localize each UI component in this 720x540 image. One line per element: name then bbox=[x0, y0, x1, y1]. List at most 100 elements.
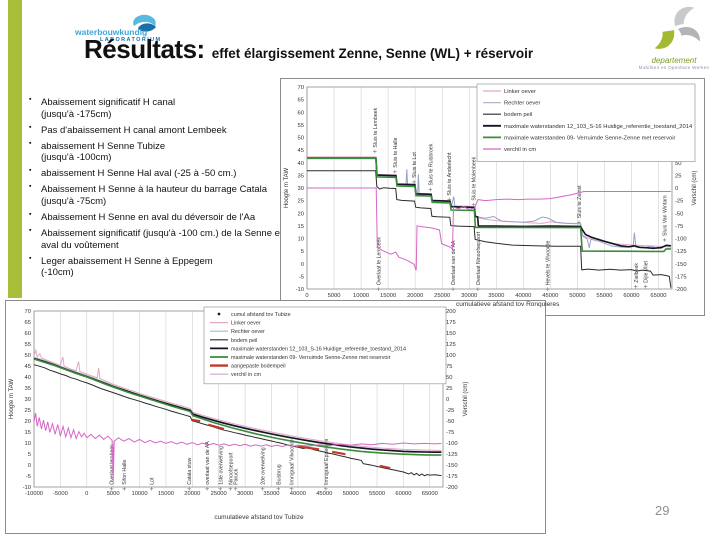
svg-text:25: 25 bbox=[675, 173, 681, 179]
svg-text:150: 150 bbox=[446, 331, 456, 337]
bullet-item: Pas d'abaissement H canal amont Lembeek bbox=[28, 124, 286, 137]
bullet-item: Abaissement significatif H canal (jusqu'… bbox=[28, 96, 286, 120]
slide-title: Résultats: effet élargissement Zenne, Sen… bbox=[84, 34, 629, 65]
series-verchil-in-cm bbox=[307, 187, 671, 271]
top-chart-svg: 0 5000 10000 15000 20000 25000 30000 35000 40000… bbox=[284, 83, 698, 299]
svg-text:30000: 30000 bbox=[461, 293, 477, 299]
svg-text:0: 0 bbox=[301, 262, 304, 268]
svg-text:10000: 10000 bbox=[353, 293, 369, 299]
bullet-item: abaissement H Senne Tubize (jusqu'à -100… bbox=[28, 140, 286, 164]
svg-text:-150: -150 bbox=[446, 463, 458, 469]
svg-text:0: 0 bbox=[85, 491, 88, 497]
bullet-list: Abaissement significatif H canal (jusqu'… bbox=[28, 96, 286, 284]
departement-pinwheel-icon bbox=[645, 6, 703, 58]
svg-text:35: 35 bbox=[25, 386, 31, 392]
svg-text:Sluis te Lembeek: Sluis te Lembeek bbox=[373, 107, 379, 147]
svg-text:Sluis te Ruisbroek: Sluis te Ruisbroek bbox=[428, 143, 434, 185]
svg-text:verchil in cm: verchil in cm bbox=[231, 372, 261, 378]
svg-text:10: 10 bbox=[25, 441, 31, 447]
svg-text:30: 30 bbox=[298, 186, 304, 192]
svg-text:limnigraaf Eppegem: limnigraaf Eppegem bbox=[324, 439, 330, 485]
wl-swirl-icon bbox=[128, 12, 160, 40]
svg-text:Verschil (cm): Verschil (cm) bbox=[463, 382, 469, 417]
svg-text:-150: -150 bbox=[675, 262, 687, 268]
svg-text:-10: -10 bbox=[296, 287, 304, 293]
svg-text:35000: 35000 bbox=[488, 293, 504, 299]
series-maximale-waterstanden-09-verruimde-senne-zenne-met-reservoir bbox=[307, 157, 671, 253]
svg-text:Linker oever: Linker oever bbox=[504, 89, 536, 95]
svg-text:verchil in cm: verchil in cm bbox=[504, 147, 536, 153]
svg-text:25: 25 bbox=[25, 408, 31, 414]
svg-text:Sluis te Zemst: Sluis te Zemst bbox=[577, 185, 583, 218]
svg-text:65000: 65000 bbox=[650, 293, 666, 299]
svg-text:-125: -125 bbox=[446, 452, 458, 458]
svg-text:5000: 5000 bbox=[328, 293, 341, 299]
axis-titles: Hoogte m TAW Verschil (cm) bbox=[284, 168, 698, 209]
svg-text:55000: 55000 bbox=[369, 491, 385, 497]
svg-text:20: 20 bbox=[25, 419, 31, 425]
svg-text:15: 15 bbox=[25, 430, 31, 436]
svg-text:-50: -50 bbox=[675, 211, 683, 217]
bullet-item: Leger abaissement H Senne à Eppegem (-10… bbox=[28, 255, 286, 279]
svg-text:15000: 15000 bbox=[380, 293, 396, 299]
svg-text:-100: -100 bbox=[675, 237, 687, 243]
svg-text:40: 40 bbox=[25, 375, 31, 381]
departement-label: departement bbox=[651, 56, 697, 65]
svg-text:45: 45 bbox=[298, 148, 304, 154]
svg-text:60: 60 bbox=[298, 110, 304, 116]
data-series bbox=[33, 348, 442, 481]
svg-text:Linker oever: Linker oever bbox=[231, 321, 261, 327]
svg-text:Overlaat Ninoofsepoort: Overlaat Ninoofsepoort bbox=[476, 231, 482, 285]
series-aangepaste-bodempeil bbox=[332, 450, 346, 456]
svg-text:15000: 15000 bbox=[158, 491, 174, 497]
svg-text:-25: -25 bbox=[446, 408, 454, 414]
svg-text:limnigraaf Vilvoorde: limnigraaf Vilvoorde bbox=[290, 439, 296, 485]
svg-text:5: 5 bbox=[301, 249, 304, 255]
svg-text:Dijle Vliet: Dijle Vliet bbox=[644, 261, 650, 283]
svg-text:25: 25 bbox=[298, 199, 304, 205]
svg-text:75: 75 bbox=[446, 364, 452, 370]
departement-logo: departement Mobiliteit en Openbare Werke… bbox=[636, 4, 712, 70]
svg-text:0: 0 bbox=[305, 293, 308, 299]
svg-text:55000: 55000 bbox=[596, 293, 612, 299]
bullet-item: Abaissement H Senne à la hauteur du barr… bbox=[28, 183, 286, 207]
svg-text:15: 15 bbox=[298, 224, 304, 230]
svg-text:Sluis Van Wintam: Sluis Van Wintam bbox=[662, 195, 668, 236]
svg-text:maximale waterstanden 12_103_S: maximale waterstanden 12_103_S-16 Huidig… bbox=[504, 124, 693, 130]
series-maximale-waterstanden-09-verruimde-senne-zenne-met-reservoir bbox=[33, 358, 442, 456]
svg-text:50: 50 bbox=[675, 161, 681, 167]
svg-text:-10: -10 bbox=[23, 485, 31, 491]
wl-logo-line2: LABORATORIUM bbox=[100, 37, 162, 43]
svg-text:70: 70 bbox=[25, 309, 31, 315]
series-aangepaste-bodempeil bbox=[191, 418, 201, 423]
svg-text:0: 0 bbox=[28, 463, 31, 469]
departement-sublabel: Mobiliteit en Openbare Werken bbox=[638, 65, 710, 70]
bullet-item: Abaissement H Senne en aval du déversoir… bbox=[28, 211, 286, 224]
svg-text:25: 25 bbox=[446, 386, 452, 392]
svg-text:-75: -75 bbox=[446, 430, 454, 436]
svg-text:1ste overwelving: 1ste overwelving bbox=[218, 446, 224, 485]
svg-text:60000: 60000 bbox=[395, 491, 411, 497]
svg-text:-5: -5 bbox=[299, 274, 304, 280]
svg-text:Paruck: Paruck bbox=[234, 468, 240, 485]
svg-text:maximale waterstanden 12_103_S: maximale waterstanden 12_103_S-16 Huidig… bbox=[231, 346, 406, 352]
svg-text:65: 65 bbox=[25, 320, 31, 326]
series-aangepaste-bodempeil bbox=[207, 423, 225, 431]
svg-text:Sluis te Anderlecht: Sluis te Anderlecht bbox=[447, 152, 453, 196]
svg-text:70: 70 bbox=[298, 85, 304, 91]
svg-text:55: 55 bbox=[298, 123, 304, 129]
svg-text:50: 50 bbox=[25, 353, 31, 359]
series-rechter-oever bbox=[307, 158, 671, 249]
svg-text:Rechter oever: Rechter oever bbox=[231, 329, 265, 335]
svg-text:40000: 40000 bbox=[290, 491, 306, 497]
svg-text:40000: 40000 bbox=[515, 293, 531, 299]
svg-text:125: 125 bbox=[446, 342, 456, 348]
svg-text:-175: -175 bbox=[446, 474, 458, 480]
svg-text:25000: 25000 bbox=[211, 491, 227, 497]
series-bodem-peil bbox=[33, 364, 442, 477]
svg-text:Rechter oever: Rechter oever bbox=[504, 101, 540, 107]
svg-text:10: 10 bbox=[298, 237, 304, 243]
svg-text:60000: 60000 bbox=[623, 293, 639, 299]
svg-text:aangepaste bodempeil: aangepaste bodempeil bbox=[231, 364, 286, 370]
series-aangepaste-bodempeil bbox=[379, 464, 391, 470]
